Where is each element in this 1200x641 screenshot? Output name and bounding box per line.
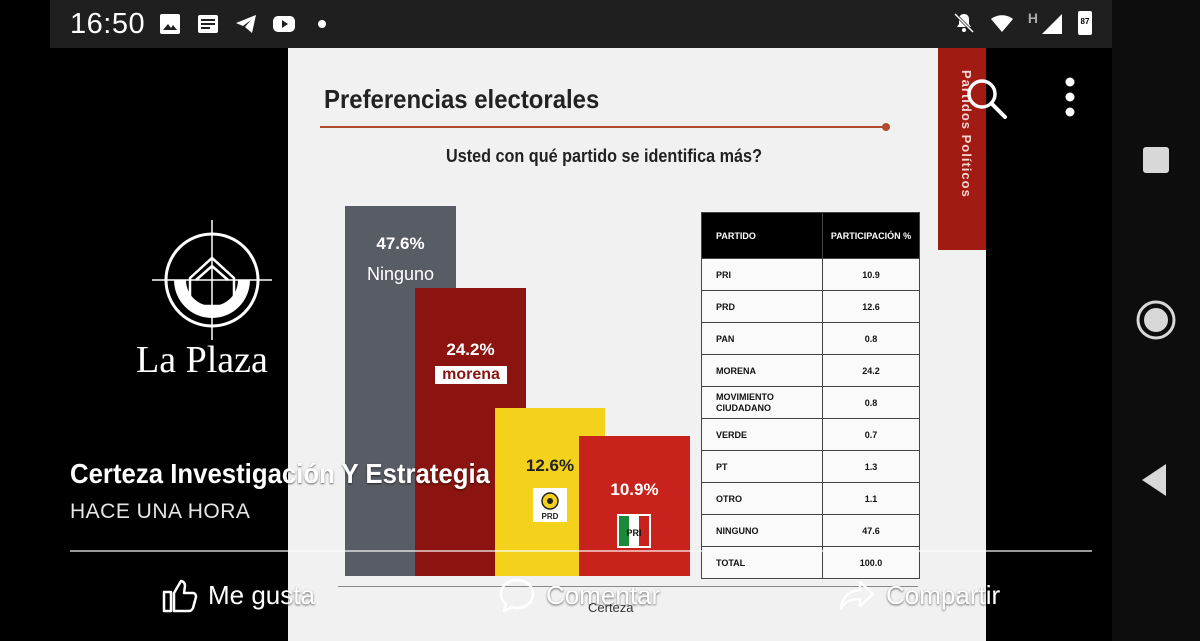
footer-logo: Certeza bbox=[588, 600, 634, 615]
image-icon bbox=[160, 14, 180, 34]
muted-bell-icon bbox=[953, 12, 974, 34]
value-cell: 1.1 bbox=[822, 482, 920, 515]
comment-icon bbox=[499, 578, 535, 613]
la-plaza-watermark: La Plaza bbox=[136, 339, 268, 381]
pri-logo-text: PRI bbox=[626, 528, 641, 538]
table-row: PRD 12.6 bbox=[701, 290, 920, 323]
slide-question: Usted con qué partido se identifica más? bbox=[446, 146, 762, 166]
value-cell: 0.8 bbox=[822, 386, 920, 419]
column-header-participacion: PARTICIPACIÓN % bbox=[822, 212, 920, 259]
party-cell: PAN bbox=[701, 322, 823, 355]
status-bar: 16:50 H 87 bbox=[50, 0, 1112, 48]
video-player[interactable]: Preferencias electorales Usted con qué p… bbox=[0, 48, 1112, 641]
value-cell: 0.7 bbox=[822, 418, 920, 451]
party-cell: MOVIMIENTO CIUDADANO bbox=[701, 386, 823, 419]
bar-label-ninguno: Ninguno bbox=[366, 264, 435, 284]
telegram-icon bbox=[236, 15, 256, 33]
comment-label: Comentar bbox=[546, 579, 661, 610]
slide: Preferencias electorales Usted con qué p… bbox=[288, 48, 986, 641]
back-icon[interactable] bbox=[1134, 458, 1178, 502]
battery-level: 87 bbox=[1080, 17, 1090, 26]
table-header-row: PARTIDO PARTICIPACIÓN % bbox=[701, 212, 920, 259]
share-button[interactable]: Compartir bbox=[838, 576, 1000, 614]
prd-logo-text: PRD bbox=[542, 512, 559, 521]
table-row: MOVIMIENTO CIUDADANO 0.8 bbox=[701, 386, 920, 419]
post-time: HACE UNA HORA bbox=[70, 500, 251, 523]
data-label-pri: 10.9% bbox=[610, 480, 659, 499]
post-title[interactable]: Certeza Investigación Y Estrategia bbox=[70, 458, 490, 489]
signal-icon bbox=[1042, 14, 1062, 34]
table-row: PRI 10.9 bbox=[701, 258, 920, 291]
table-row: OTRO 1.1 bbox=[701, 482, 920, 515]
table-row: PT 1.3 bbox=[701, 450, 920, 483]
home-icon[interactable] bbox=[1134, 298, 1178, 342]
chart-bar-pri: 10.9% PRI bbox=[579, 436, 690, 576]
la-plaza-logo-icon bbox=[152, 220, 272, 340]
dot-icon bbox=[318, 20, 326, 28]
wifi-icon bbox=[990, 15, 1013, 32]
more-options-icon[interactable] bbox=[1058, 76, 1082, 118]
value-cell: 10.9 bbox=[822, 258, 920, 291]
table-row: MORENA 24.2 bbox=[701, 354, 920, 387]
news-icon bbox=[198, 15, 218, 33]
party-cell: PT bbox=[701, 450, 823, 483]
data-label-prd: 12.6% bbox=[525, 456, 575, 475]
battery-icon: 87 bbox=[1078, 11, 1092, 35]
value-cell: 47.6 bbox=[822, 514, 920, 547]
prd-logo: PRD bbox=[533, 488, 567, 522]
comment-button[interactable]: Comentar bbox=[498, 576, 660, 614]
data-label-ninguno: 47.6% bbox=[376, 234, 425, 253]
share-icon bbox=[839, 580, 875, 611]
navigation-bar bbox=[1112, 0, 1200, 641]
party-cell: PRD bbox=[701, 290, 823, 323]
table-row: NINGUNO 47.6 bbox=[701, 514, 920, 547]
value-cell: 1.3 bbox=[822, 450, 920, 483]
data-label-morena: 24.2% bbox=[446, 340, 495, 359]
morena-logo: morena bbox=[435, 366, 507, 384]
like-label: Me gusta bbox=[208, 579, 315, 610]
party-cell: PRI bbox=[701, 258, 823, 291]
table-row: PAN 0.8 bbox=[701, 322, 920, 355]
thumbs-up-icon bbox=[162, 579, 198, 613]
value-cell: 12.6 bbox=[822, 290, 920, 323]
pri-logo: PRI bbox=[617, 514, 651, 548]
party-cell: NINGUNO bbox=[701, 514, 823, 547]
slide-title: Preferencias electorales bbox=[324, 84, 600, 114]
party-cell: VERDE bbox=[701, 418, 823, 451]
youtube-icon bbox=[273, 16, 295, 32]
party-cell: OTRO bbox=[701, 482, 823, 515]
table-row: VERDE 0.7 bbox=[701, 418, 920, 451]
status-time: 16:50 bbox=[70, 8, 146, 40]
value-cell: 0.8 bbox=[822, 322, 920, 355]
search-icon[interactable] bbox=[964, 76, 1008, 120]
party-cell: MORENA bbox=[701, 354, 823, 387]
like-button[interactable]: Me gusta bbox=[160, 576, 315, 614]
network-label: H bbox=[1027, 10, 1038, 26]
column-header-partido: PARTIDO bbox=[701, 212, 823, 259]
recent-apps-icon[interactable] bbox=[1134, 138, 1178, 182]
value-cell: 24.2 bbox=[822, 354, 920, 387]
share-label: Compartir bbox=[886, 579, 1001, 610]
results-table: PARTIDO PARTICIPACIÓN % PRI 10.9 PRD 12.6 … bbox=[701, 212, 920, 579]
